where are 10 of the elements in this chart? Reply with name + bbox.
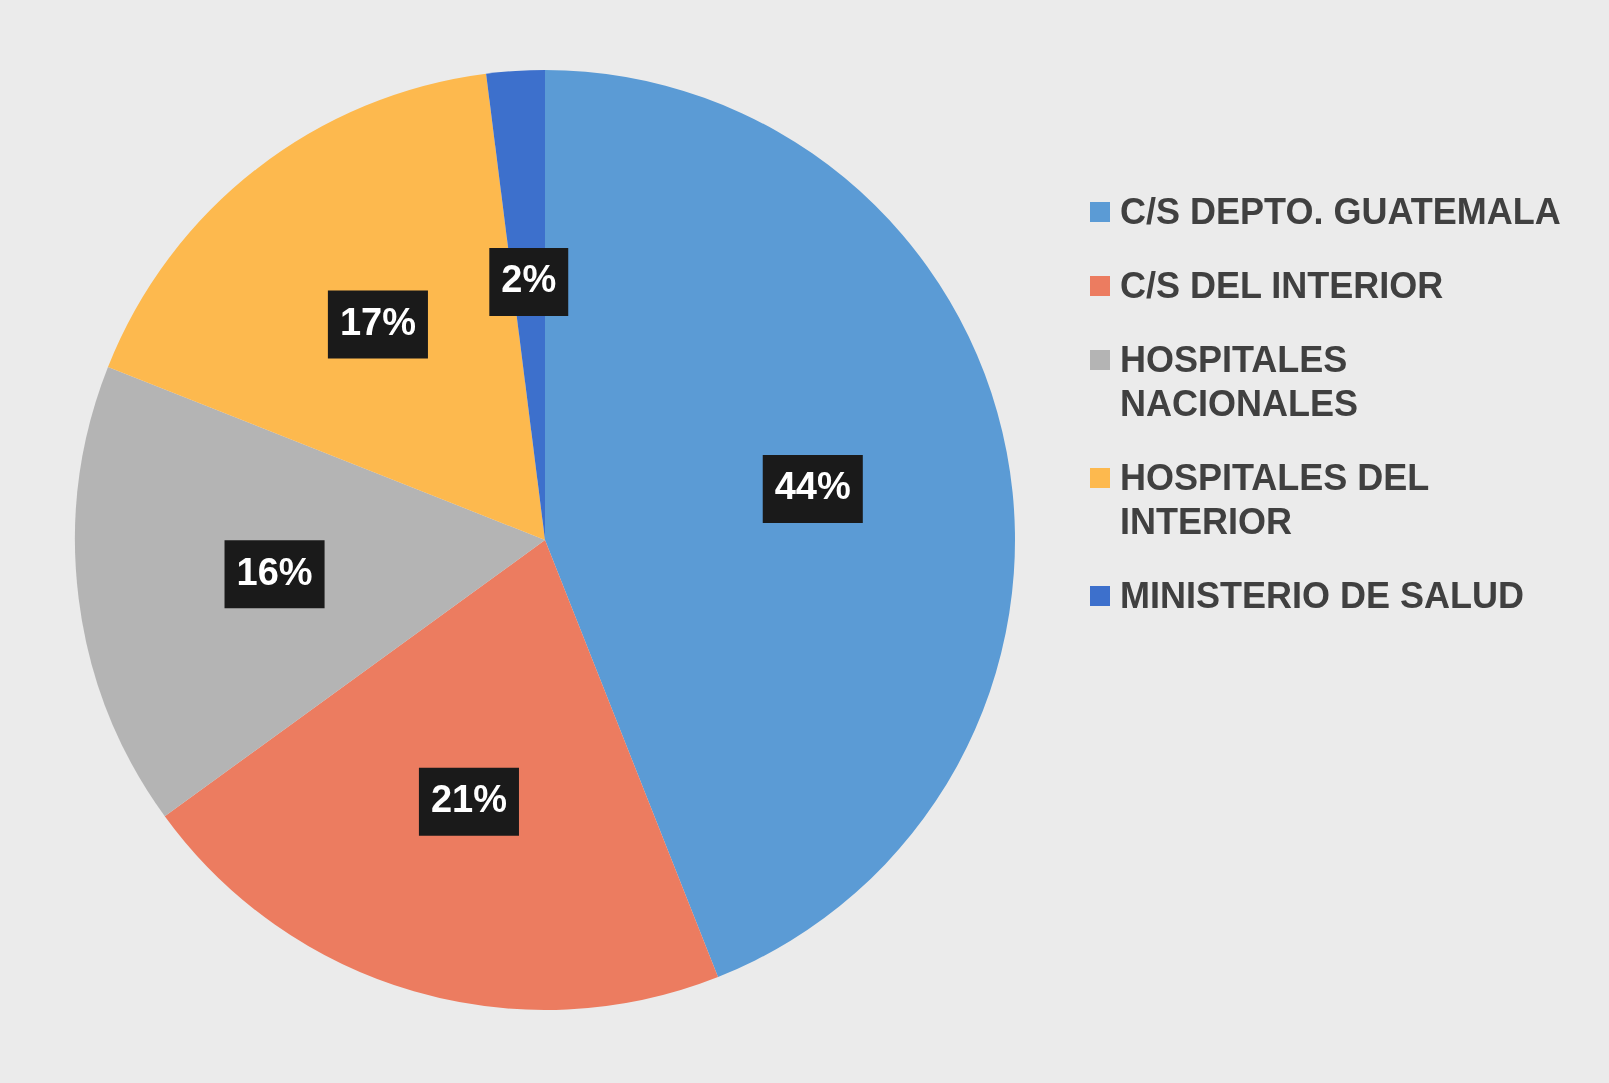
data-label: 44% [774, 465, 851, 508]
data-label: 2% [501, 258, 557, 301]
data-label: 17% [339, 301, 416, 344]
legend-label: C/S DEL INTERIOR [1120, 264, 1444, 308]
data-label: 21% [430, 778, 507, 821]
legend-label: C/S DEPTO. GUATEMALA [1120, 190, 1561, 234]
legend-label: HOSPITALES DEL INTERIOR [1120, 456, 1430, 544]
legend-label: HOSPITALES NACIONALES [1120, 338, 1359, 426]
data-label: 16% [236, 550, 313, 593]
legend-label: MINISTERIO DE SALUD [1120, 574, 1525, 618]
